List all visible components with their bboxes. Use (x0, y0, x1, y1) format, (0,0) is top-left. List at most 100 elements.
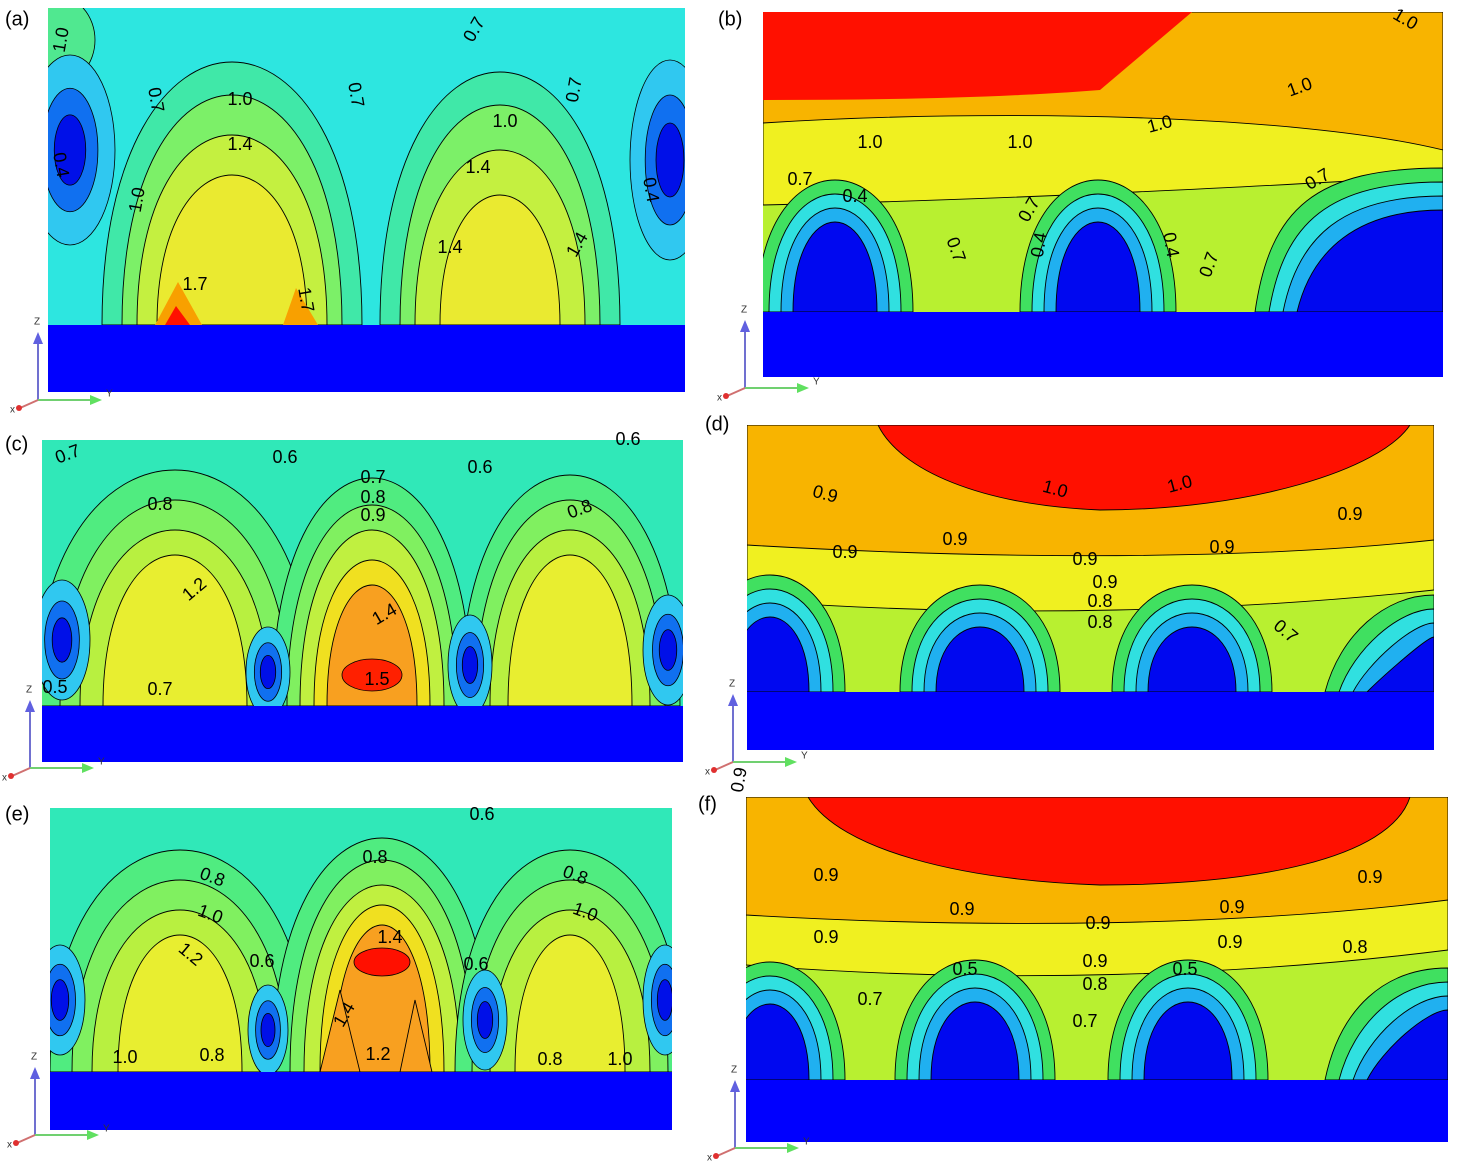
substrate (48, 325, 685, 392)
region (1366, 1009, 1448, 1080)
contour-label: 0.4 (639, 176, 663, 204)
x-axis-label: x (2, 773, 7, 784)
region (53, 114, 87, 186)
contour-label: 1.0 (49, 26, 73, 54)
y-axis-label: Y (98, 757, 105, 768)
contour-label: 0.8 (1342, 937, 1367, 957)
contour-label: 0.8 (199, 1045, 224, 1065)
contour-label: 0.7 (147, 679, 172, 699)
contour-label: 0.7 (360, 467, 385, 487)
contour-label: 1.4 (465, 157, 490, 177)
x-axis (19, 399, 39, 409)
x-arrow (8, 773, 14, 779)
contour-label: 1.7 (294, 286, 318, 314)
y-arrow (797, 383, 809, 393)
contour-label: 0.7 (787, 169, 812, 189)
contour-panel (763, 12, 1443, 312)
x-axis-label: x (10, 405, 15, 416)
contour-label: 0.8 (360, 487, 385, 507)
region (319, 989, 361, 1072)
contour-label: 0.9 (1072, 549, 1097, 569)
panel-label: (f) (698, 793, 717, 815)
contour-panel (42, 440, 683, 706)
contour-panel (746, 797, 1448, 1080)
y-axis-label: Y (103, 1124, 110, 1135)
substrate (746, 1080, 1448, 1142)
y-arrow (785, 757, 797, 767)
contour-label: 1.0 (112, 1047, 137, 1067)
contour-label: 0.6 (467, 457, 492, 477)
contour-label: 0.7 (857, 989, 882, 1009)
contour-label: 0.7 (562, 76, 586, 104)
contour-label: 0.6 (249, 951, 274, 971)
y-axis-label: Y (801, 751, 808, 762)
panel-label: (b) (718, 8, 742, 30)
z-arrow (30, 1067, 40, 1079)
contour-label: 1.4 (227, 134, 252, 154)
contour-label: 0.7 (1072, 1011, 1097, 1031)
z-axis-label: Z (729, 679, 735, 690)
contour-label: 0.4 (1027, 231, 1051, 259)
contour-label: 0.8 (1087, 612, 1112, 632)
contour-label: 0.8 (1087, 591, 1112, 611)
contour-label: 0.9 (1337, 504, 1362, 524)
region (930, 1001, 1020, 1080)
y-axis-label: Y (803, 1137, 810, 1148)
contour-label: 0.9 (727, 766, 751, 794)
contour-label: 0.9 (832, 542, 857, 562)
contour-label: 0.6 (615, 429, 640, 449)
region (807, 797, 1411, 886)
region (102, 554, 248, 706)
contour-label: 0.9 (1082, 951, 1107, 971)
region (1055, 221, 1141, 312)
contour-panel (50, 808, 672, 1072)
region (1366, 636, 1434, 692)
x-axis (16, 1134, 36, 1144)
region (260, 1012, 276, 1048)
y-arrow (787, 1143, 799, 1153)
region (1143, 1001, 1233, 1080)
region (746, 1003, 810, 1080)
contour-label: 0.9 (1085, 913, 1110, 933)
contour-label: 1.0 (125, 186, 149, 214)
contour-label: 0.9 (949, 899, 974, 919)
region (51, 617, 73, 663)
region (165, 306, 190, 325)
x-axis-label: x (7, 1140, 12, 1151)
contour-label: 0.9 (1209, 537, 1234, 557)
x-axis-label: x (717, 393, 722, 404)
substrate (50, 1072, 672, 1130)
z-arrow (730, 1080, 740, 1092)
region (50, 979, 70, 1021)
region (399, 999, 433, 1072)
region (461, 646, 479, 684)
x-arrow (16, 405, 22, 411)
contour-label: 1.7 (182, 274, 207, 294)
contour-label: 0.9 (813, 865, 838, 885)
contour-label: 0.8 (1082, 974, 1107, 994)
contour-label: 0.9 (1092, 572, 1117, 592)
contour-label: 0.9 (360, 505, 385, 525)
z-axis-label: Z (741, 305, 747, 316)
panel-label: (d) (705, 413, 729, 435)
region (507, 554, 633, 706)
contour-label: 1.4 (437, 237, 462, 257)
y-arrow (82, 763, 94, 773)
contour-label: 0.9 (1219, 897, 1244, 917)
contour-label: 0.9 (942, 529, 967, 549)
region (656, 979, 672, 1021)
contour-label: 0.9 (813, 927, 838, 947)
region (341, 658, 403, 692)
contour-label: 0.4 (49, 151, 73, 179)
panel-label: (c) (5, 433, 28, 455)
z-axis-label: Z (731, 1065, 737, 1076)
region (1147, 626, 1237, 692)
contour-label: 1.0 (227, 89, 252, 109)
x-arrow (711, 767, 717, 773)
x-axis (11, 767, 31, 777)
contour-panel (48, 8, 685, 325)
contour-label: 0.5 (42, 677, 67, 697)
region (792, 221, 878, 312)
